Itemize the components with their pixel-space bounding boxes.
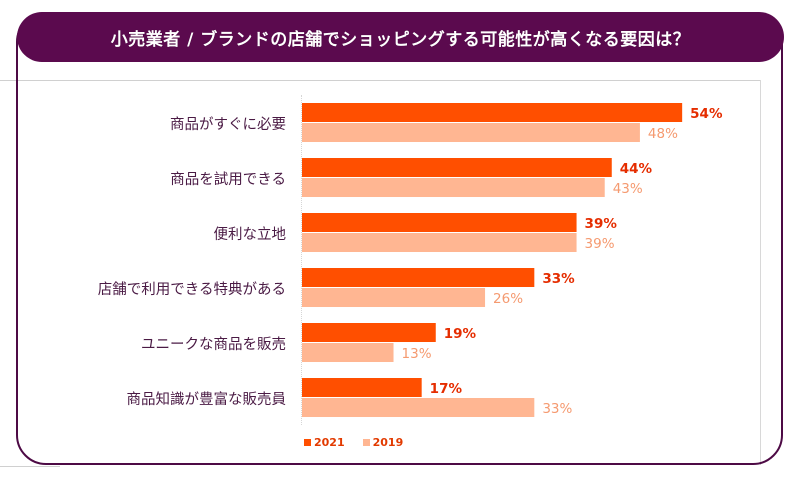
data-label-2019-2: 39% [585, 236, 615, 252]
legend-swatch-2021 [304, 439, 311, 446]
category-label: 商品がすぐに必要 [170, 117, 286, 133]
bar-2021-5 [302, 378, 422, 397]
bar-2019-2 [302, 233, 577, 252]
bar-2021-1 [302, 158, 612, 177]
title-bar: 小売業者 / ブランドの店舗でショッピングする可能性が高くなる要因は？ [17, 12, 784, 62]
bar-2019-1 [302, 178, 605, 197]
category-label: 商品知識が豊富な販売員 [126, 392, 287, 408]
data-label-2021-2: 39% [585, 216, 618, 232]
legend-swatch-2019 [362, 439, 370, 446]
category-label: ユニークな商品を販売 [141, 337, 286, 353]
legend-label-2019: 2019 [372, 436, 404, 449]
divider-line-top [0, 80, 760, 81]
data-label-2019-3: 26% [493, 291, 523, 307]
legend: 2021 2019 [304, 436, 403, 449]
bar-2019-4 [302, 343, 394, 362]
category-label: 店舗で利用できる特典がある [97, 282, 286, 298]
legend-item-2019: 2019 [362, 436, 404, 449]
data-label-2021-3: 33% [542, 271, 575, 287]
data-label-2019-5: 33% [542, 401, 572, 417]
data-label-2019-4: 13% [402, 346, 432, 362]
data-label-2021-0: 54% [690, 106, 723, 122]
data-label-2019-0: 48% [648, 126, 678, 142]
bar-2019-5 [302, 398, 535, 417]
legend-item-2021: 2021 [304, 436, 345, 449]
bar-2021-2 [302, 213, 577, 232]
category-label: 便利な立地 [213, 227, 287, 243]
data-label-2021-1: 44% [620, 161, 653, 177]
bar-2019-3 [302, 288, 486, 307]
data-label-2021-5: 17% [430, 381, 463, 397]
bar-2021-3 [302, 268, 535, 287]
chart-title: 小売業者 / ブランドの店舗でショッピングする可能性が高くなる要因は？ [110, 29, 691, 50]
category-axis [301, 95, 303, 425]
bar-2021-0 [302, 103, 683, 122]
panel-right-border [760, 80, 761, 465]
legend-label-2021: 2021 [314, 436, 345, 449]
bar-2019-0 [302, 123, 640, 142]
data-label-2021-4: 19% [444, 326, 477, 342]
divider-line-bottom [0, 466, 60, 467]
bar-2021-4 [302, 323, 436, 342]
category-label: 商品を試用できる [170, 172, 286, 188]
data-label-2019-1: 43% [613, 181, 643, 197]
